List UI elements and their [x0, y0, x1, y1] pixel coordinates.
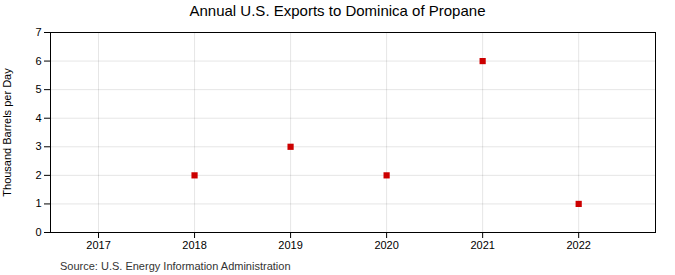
svg-text:4: 4	[35, 112, 41, 124]
svg-text:3: 3	[35, 140, 41, 152]
html-text:Annual U.S. Exports to Dominic: Annual U.S. Exports to Dominica of Propa…	[189, 2, 486, 19]
svg-text:Thousand Barrels per Day: Thousand Barrels per Day	[1, 68, 13, 197]
svg-text:7: 7	[35, 26, 41, 38]
svg-text:5: 5	[35, 83, 41, 95]
svg-text:2: 2	[35, 169, 41, 181]
html-text:Source: U.S. Energy Informatio: Source: U.S. Energy Information Administ…	[60, 260, 291, 272]
svg-text:0: 0	[35, 226, 41, 238]
svg-text:2022: 2022	[566, 239, 590, 251]
svg-text:2019: 2019	[278, 239, 302, 251]
svg-text:2018: 2018	[182, 239, 206, 251]
svg-text:2017: 2017	[86, 239, 110, 251]
svg-text:2021: 2021	[470, 239, 494, 251]
svg-text:1: 1	[35, 197, 41, 209]
svg-text:2020: 2020	[374, 239, 398, 251]
svg-text:6: 6	[35, 55, 41, 67]
